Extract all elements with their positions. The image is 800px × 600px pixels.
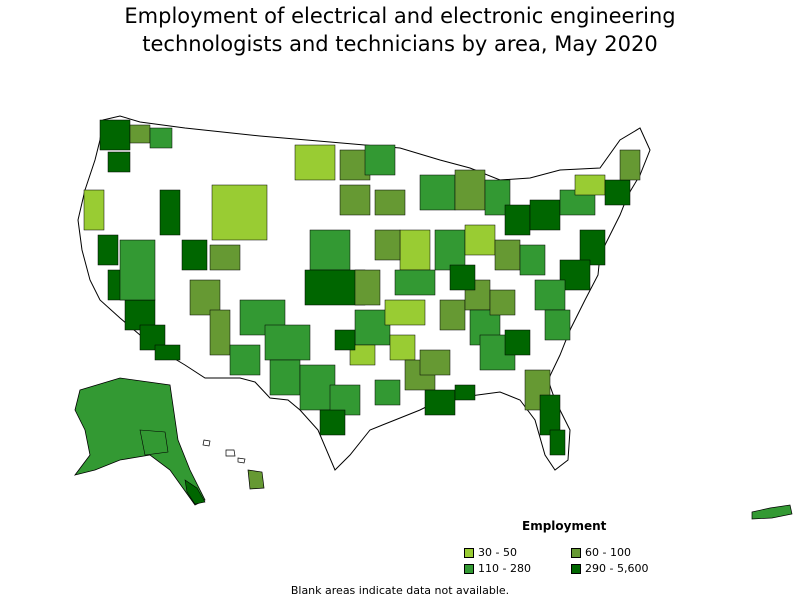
- map-area: [549, 429, 566, 456]
- map-area: [419, 349, 451, 376]
- map-area: [154, 344, 181, 361]
- map-area: [374, 189, 406, 216]
- map-area: [494, 239, 521, 271]
- map-area: [334, 329, 356, 351]
- map-area: [539, 394, 561, 436]
- legend-item-2: 60 - 100: [571, 546, 631, 559]
- map-area: [504, 329, 531, 356]
- map-area: [394, 269, 436, 296]
- map-area: [99, 119, 131, 151]
- legend-swatch-4: [571, 563, 581, 574]
- map-area: [119, 239, 156, 301]
- map-area: [299, 364, 336, 411]
- legend-swatch-2: [571, 547, 581, 558]
- title-line-2: technologists and technicians by area, M…: [142, 32, 658, 56]
- map-area: [424, 389, 456, 416]
- map-area: [534, 279, 566, 311]
- alaska-region-3: [184, 479, 206, 505]
- map-area: [374, 229, 401, 261]
- map-area: [579, 229, 606, 266]
- hawaii: [202, 439, 265, 490]
- map-area: [129, 124, 151, 144]
- map-area: [619, 149, 641, 181]
- map-regions: [83, 119, 641, 456]
- map-area: [181, 239, 208, 271]
- map-area: [97, 234, 119, 266]
- map-area: [354, 269, 381, 306]
- map-area: [209, 244, 241, 271]
- legend-item-3: 110 - 280: [464, 562, 531, 575]
- legend-label-2: 60 - 100: [585, 546, 631, 559]
- map-area: [264, 324, 311, 361]
- map-area: [544, 309, 571, 341]
- map-area: [294, 144, 336, 181]
- map-area: [159, 189, 181, 236]
- map-area: [309, 229, 351, 271]
- map-area: [149, 127, 173, 149]
- map-area: [574, 174, 606, 196]
- legend-swatch-3: [464, 563, 474, 574]
- map-area: [384, 299, 426, 326]
- legend-title: Employment: [522, 519, 607, 533]
- map-area: [83, 189, 105, 231]
- map-area: [349, 344, 376, 366]
- legend-label-3: 110 - 280: [478, 562, 531, 575]
- alaska-region-2: [139, 429, 169, 456]
- legend-item-4: 290 - 5,600: [571, 562, 648, 575]
- map-area: [364, 144, 396, 176]
- map-area: [209, 309, 231, 356]
- footnote: Blank areas indicate data not available.: [290, 584, 510, 597]
- legend-item-1: 30 - 50: [464, 546, 517, 559]
- legend-label-1: 30 - 50: [478, 546, 517, 559]
- map-area: [434, 229, 466, 271]
- map-area: [439, 299, 466, 331]
- map-area: [107, 151, 131, 173]
- map-title: Employment of electrical and electronic …: [0, 2, 800, 58]
- map-area: [454, 384, 476, 401]
- map-area: [374, 379, 401, 406]
- map-area: [529, 199, 561, 231]
- legend-swatch-1: [464, 547, 474, 558]
- map-area: [519, 244, 546, 276]
- puerto-rico: [751, 504, 793, 520]
- map-area: [211, 184, 268, 241]
- map-area: [489, 289, 516, 316]
- alaska: [74, 377, 206, 506]
- map-area: [339, 184, 371, 216]
- map-area: [229, 344, 261, 376]
- map-area: [189, 279, 221, 316]
- map-area: [389, 334, 416, 361]
- map-area: [399, 229, 431, 271]
- map-area: [504, 204, 531, 236]
- map-area: [449, 264, 476, 291]
- map-area: [319, 409, 346, 436]
- map-area: [454, 169, 486, 211]
- title-line-1: Employment of electrical and electronic …: [124, 4, 676, 28]
- map-area: [419, 174, 456, 211]
- map-area: [354, 309, 391, 346]
- legend-label-4: 290 - 5,600: [585, 562, 649, 575]
- map-area: [464, 224, 496, 256]
- map-area: [604, 179, 631, 206]
- map-area: [269, 359, 301, 396]
